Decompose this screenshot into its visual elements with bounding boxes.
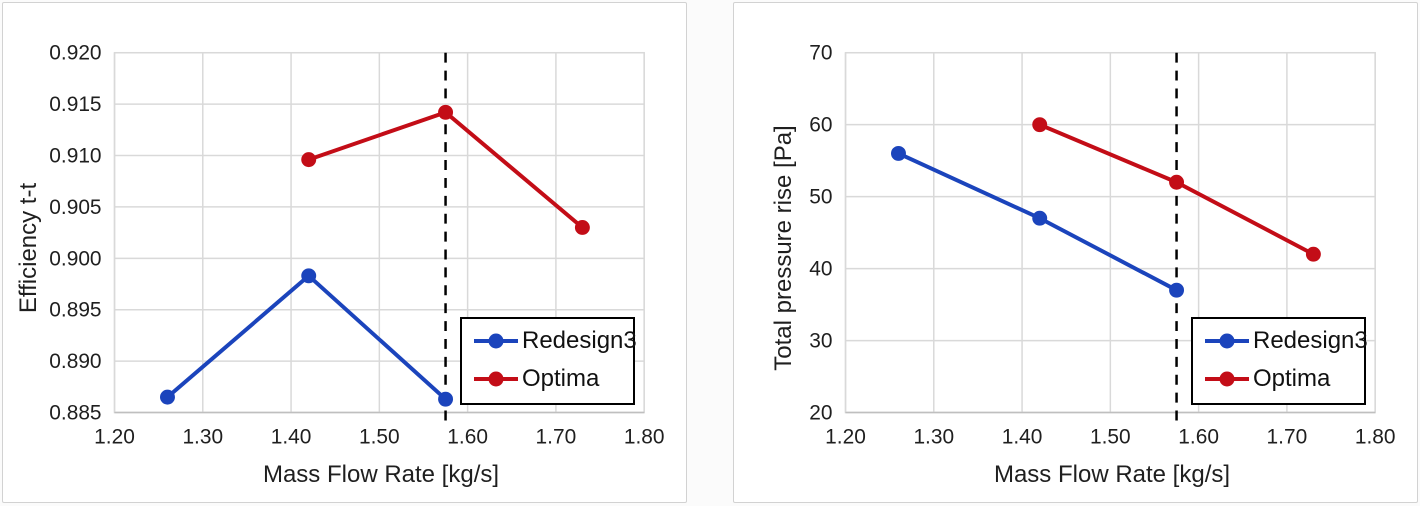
- optima-line-marker-icon: [474, 371, 518, 387]
- redesign3-line-marker-icon: [474, 333, 518, 349]
- efficiency-chart-plot: 1.20 1.30 1.40 1.50 1.60 1.70 1.80 0.885 0.890 0.…: [49, 42, 665, 449]
- svg-text:1.50: 1.50: [359, 425, 400, 448]
- svg-text:50: 50: [809, 186, 832, 209]
- redesign3-line-marker-icon: [1205, 333, 1249, 349]
- svg-text:1.80: 1.80: [1355, 425, 1396, 448]
- svg-text:1.20: 1.20: [825, 425, 866, 448]
- svg-text:0.915: 0.915: [49, 93, 101, 116]
- legend-label-redesign3: Redesign3: [1253, 327, 1368, 354]
- svg-text:1.80: 1.80: [624, 425, 665, 448]
- legend-item-optima: Optima: [472, 367, 625, 391]
- optima-line-marker-icon: [1205, 371, 1249, 387]
- svg-text:1.30: 1.30: [913, 425, 954, 448]
- svg-text:60: 60: [809, 114, 832, 137]
- svg-text:1.40: 1.40: [271, 425, 312, 448]
- svg-text:0.895: 0.895: [49, 299, 101, 322]
- legend-label-optima: Optima: [1253, 365, 1331, 392]
- pressure-rise-chart-panel: 1.20 1.30 1.40 1.50 1.60 1.70 1.80 20 30 40 50 60 70…: [733, 2, 1418, 503]
- legend-item-redesign3: Redesign3: [1203, 329, 1368, 353]
- svg-text:20: 20: [809, 402, 832, 425]
- svg-text:40: 40: [809, 258, 832, 281]
- efficiency-legend: Redesign3 Optima: [460, 317, 637, 405]
- svg-text:0.910: 0.910: [49, 144, 101, 167]
- svg-text:1.40: 1.40: [1002, 425, 1043, 448]
- legend-item-optima: Optima: [1203, 367, 1356, 391]
- pressure-rise-chart-plot: 1.20 1.30 1.40 1.50 1.60 1.70 1.80 20 30 40 50 60 70: [809, 42, 1396, 449]
- svg-text:0.885: 0.885: [49, 402, 101, 425]
- legend-label-redesign3: Redesign3: [522, 327, 637, 354]
- svg-text:0.905: 0.905: [49, 196, 101, 219]
- svg-text:1.70: 1.70: [536, 425, 577, 448]
- efficiency-chart-panel: 1.20 1.30 1.40 1.50 1.60 1.70 1.80 0.885 0.890 0.…: [2, 2, 687, 503]
- efficiency-x-axis-title: Mass Flow Rate [kg/s]: [262, 461, 500, 488]
- svg-text:0.900: 0.900: [49, 247, 101, 270]
- svg-text:1.60: 1.60: [447, 425, 488, 448]
- svg-text:1.30: 1.30: [182, 425, 223, 448]
- svg-text:0.890: 0.890: [49, 350, 101, 373]
- svg-text:1.20: 1.20: [94, 425, 135, 448]
- pressure-legend: Redesign3 Optima: [1191, 317, 1368, 405]
- pressure-x-axis-title: Mass Flow Rate [kg/s]: [993, 461, 1231, 488]
- legend-label-optima: Optima: [522, 365, 600, 392]
- svg-text:70: 70: [809, 42, 832, 65]
- svg-text:0.920: 0.920: [49, 42, 101, 65]
- svg-text:1.70: 1.70: [1267, 425, 1308, 448]
- svg-text:1.60: 1.60: [1178, 425, 1219, 448]
- legend-item-redesign3: Redesign3: [472, 329, 637, 353]
- svg-text:1.50: 1.50: [1090, 425, 1131, 448]
- svg-text:30: 30: [809, 330, 832, 353]
